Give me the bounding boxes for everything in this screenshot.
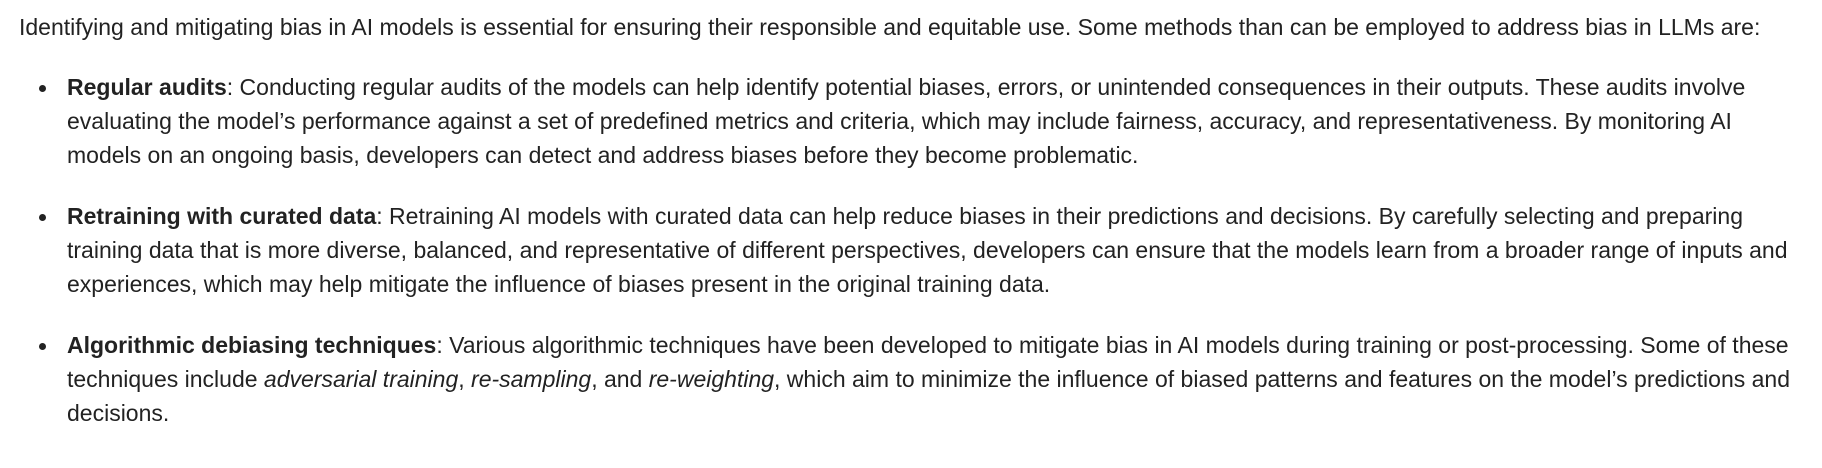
list-item-regular-audits: Regular audits: Conducting regular audit… <box>39 70 1804 172</box>
item-term: Algorithmic debiasing techniques <box>67 332 437 358</box>
methods-list: Regular audits: Conducting regular audit… <box>19 70 1804 430</box>
separator-1: , <box>458 366 472 392</box>
item-term: Retraining with curated data <box>67 203 377 229</box>
bullet-icon <box>39 214 46 221</box>
list-item-retraining: Retraining with curated data: Retraining… <box>39 199 1804 301</box>
intro-paragraph: Identifying and mitigating bias in AI mo… <box>19 14 1761 40</box>
document-content: Identifying and mitigating bias in AI mo… <box>19 14 1804 430</box>
bullet-icon <box>39 85 46 92</box>
item-description: : Retraining AI models with curated data… <box>67 203 1788 297</box>
bullet-icon <box>39 343 46 350</box>
item-description-part-1: : Various algorithmic techniques have be… <box>67 332 1789 392</box>
emphasis-re-sampling: re-sampling <box>471 366 592 392</box>
emphasis-adversarial-training: adversarial training <box>263 366 459 392</box>
item-description-part-2: , which aim to minimize the influence of… <box>67 366 1791 426</box>
item-term: Regular audits <box>67 74 227 100</box>
item-description: : Conducting regular audits of the model… <box>67 74 1746 168</box>
list-item-algorithmic-debiasing: Algorithmic debiasing techniques: Variou… <box>39 328 1804 430</box>
separator-2: , and <box>591 366 649 392</box>
emphasis-re-weighting: re-weighting <box>648 366 775 392</box>
